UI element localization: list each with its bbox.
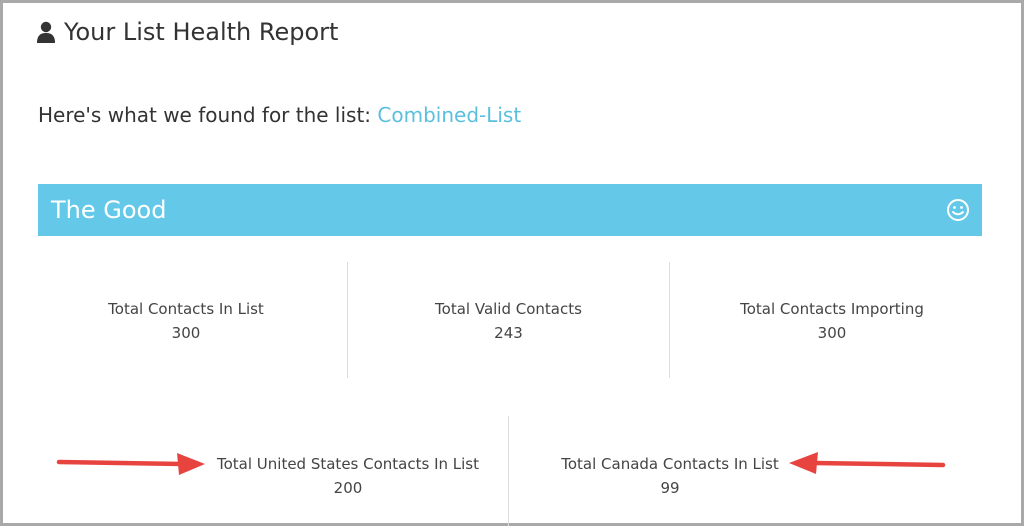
stat-value: 99 — [660, 479, 680, 497]
page-title: Your List Health Report — [36, 18, 338, 46]
intro-text: Here's what we found for the list: Combi… — [38, 103, 521, 127]
stat-label: Total United States Contacts In List — [216, 455, 479, 473]
stat-label: Total Canada Contacts In List — [561, 455, 779, 473]
stat-value: 300 — [171, 324, 201, 342]
smiley-icon — [946, 198, 970, 222]
stat-total-contacts: Total Contacts In List 300 — [38, 300, 334, 342]
stat-value: 243 — [494, 324, 523, 342]
stat-valid-contacts: Total Valid Contacts 243 — [360, 300, 657, 342]
list-name-link[interactable]: Combined-List — [377, 103, 522, 127]
annotation-arrow-left — [789, 452, 946, 474]
stat-label: Total Contacts Importing — [740, 300, 924, 318]
stat-contacts-importing: Total Contacts Importing 300 — [682, 300, 982, 342]
stat-label: Total Valid Contacts — [435, 300, 582, 318]
good-section-header: The Good — [38, 184, 982, 236]
stat-canada-contacts: Total Canada Contacts In List 99 — [540, 455, 800, 497]
stat-value: 300 — [817, 324, 847, 342]
good-section-title: The Good — [51, 196, 167, 224]
stat-us-contacts: Total United States Contacts In List 200 — [208, 455, 488, 497]
intro-prefix: Here's what we found for the list: — [38, 103, 372, 127]
column-divider — [347, 262, 348, 378]
user-icon — [36, 21, 56, 43]
page-title-text: Your List Health Report — [64, 18, 339, 46]
stat-label: Total Contacts In List — [108, 300, 264, 318]
column-divider — [669, 262, 670, 378]
column-divider — [508, 416, 509, 526]
annotation-arrow-right — [56, 453, 205, 475]
stat-value: 200 — [333, 479, 363, 497]
